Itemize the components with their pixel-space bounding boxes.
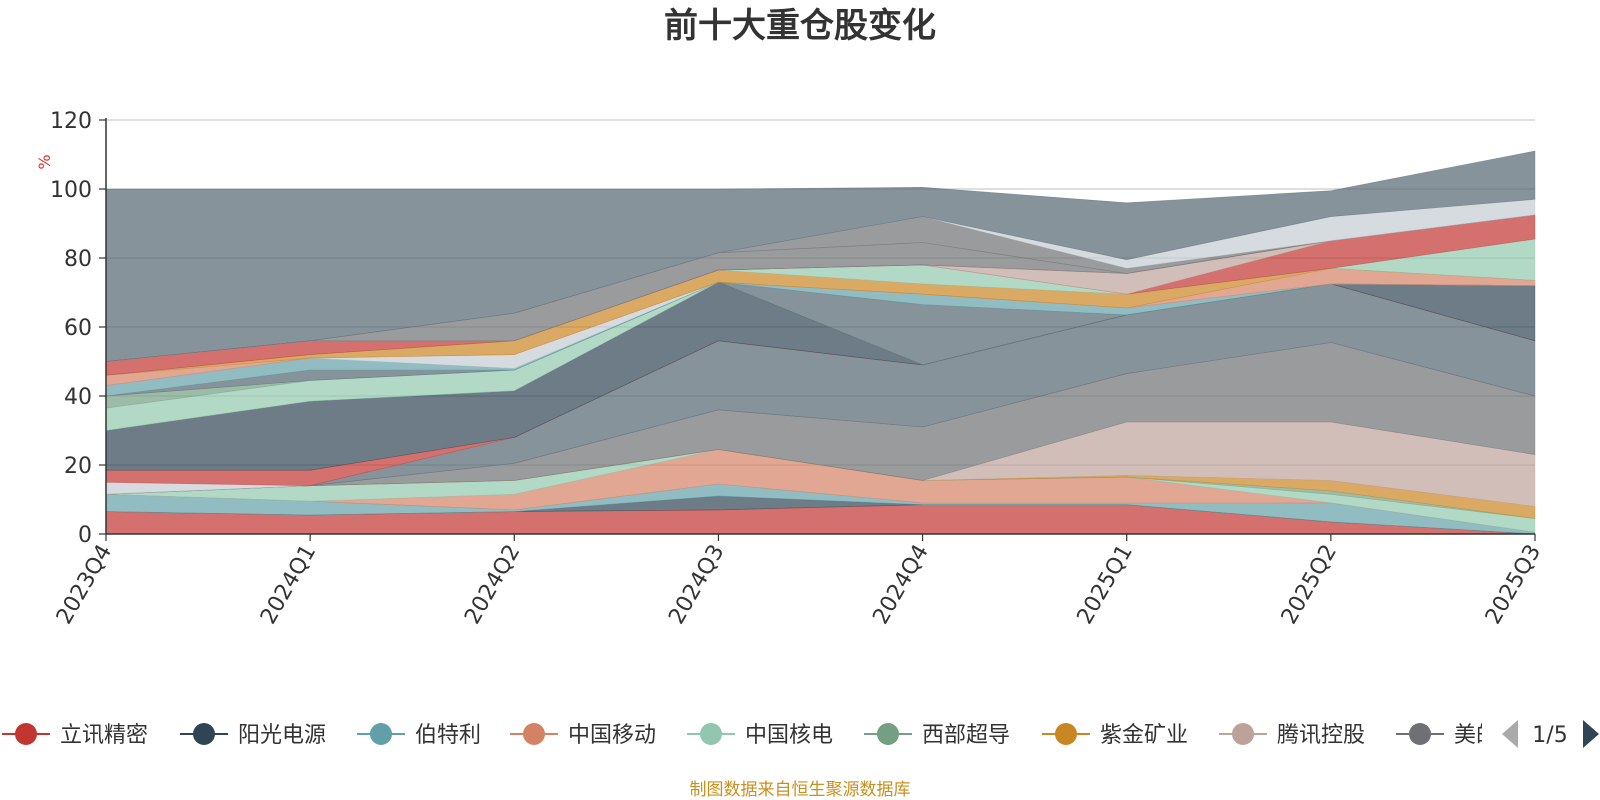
legend-item[interactable]: 中国核电 <box>687 723 833 748</box>
legend-marker <box>1232 723 1254 745</box>
legend-marker <box>15 723 37 745</box>
legend-label: 中国移动 <box>568 723 656 748</box>
legend-label: 立讯精密 <box>60 723 148 748</box>
legend-marker <box>877 723 899 745</box>
legend-marker <box>700 723 722 745</box>
legend-marker <box>370 723 392 745</box>
legend-label: 紫金矿业 <box>1100 723 1188 748</box>
legend-item[interactable]: 西部超导 <box>864 723 1010 748</box>
legend-marker <box>1055 723 1077 745</box>
legend-item[interactable]: 中国移动 <box>510 723 656 748</box>
data-source-note: 制图数据来自恒生聚源数据库 <box>690 780 911 800</box>
y-tick-label: 80 <box>64 247 92 272</box>
legend-item[interactable]: 立讯精密 <box>2 723 148 748</box>
y-tick-label: 0 <box>78 523 92 548</box>
axes <box>99 118 1536 541</box>
legend-prev-page-icon[interactable] <box>1502 720 1518 748</box>
area-series <box>105 150 1536 535</box>
y-axis-unit: % <box>35 154 54 169</box>
legend-label: 西部超导 <box>922 723 1010 748</box>
legend-item[interactable]: 腾讯控股 <box>1219 723 1365 748</box>
legend-label: 中国核电 <box>745 723 833 748</box>
legend-item[interactable]: 阳光电源 <box>180 723 326 748</box>
y-tick-label: 40 <box>64 385 92 410</box>
legend-label: 阳光电源 <box>238 723 326 748</box>
y-tick-label: 20 <box>64 454 92 479</box>
legend-clip <box>1482 712 1600 756</box>
legend-marker <box>193 723 215 745</box>
legend-marker <box>523 723 545 745</box>
legend-marker <box>1409 723 1431 745</box>
legend-label: 伯特利 <box>415 723 481 748</box>
y-tick-label: 60 <box>64 316 92 341</box>
legend: 立讯精密阳光电源伯特利中国移动中国核电西部超导紫金矿业腾讯控股美的集团1/5 <box>2 712 1600 756</box>
legend-item[interactable]: 伯特利 <box>357 723 481 748</box>
legend-page-indicator: 1/5 <box>1532 723 1567 748</box>
y-tick-label: 120 <box>50 109 92 134</box>
chart-title: 前十大重仓股变化 <box>664 6 936 46</box>
area-series <box>105 150 1536 362</box>
legend-item[interactable]: 紫金矿业 <box>1042 723 1188 748</box>
legend-label: 腾讯控股 <box>1277 723 1365 748</box>
legend-next-page-icon[interactable] <box>1583 720 1599 748</box>
legend-pager: 1/5 <box>1502 720 1599 748</box>
y-tick-label: 100 <box>50 178 92 203</box>
